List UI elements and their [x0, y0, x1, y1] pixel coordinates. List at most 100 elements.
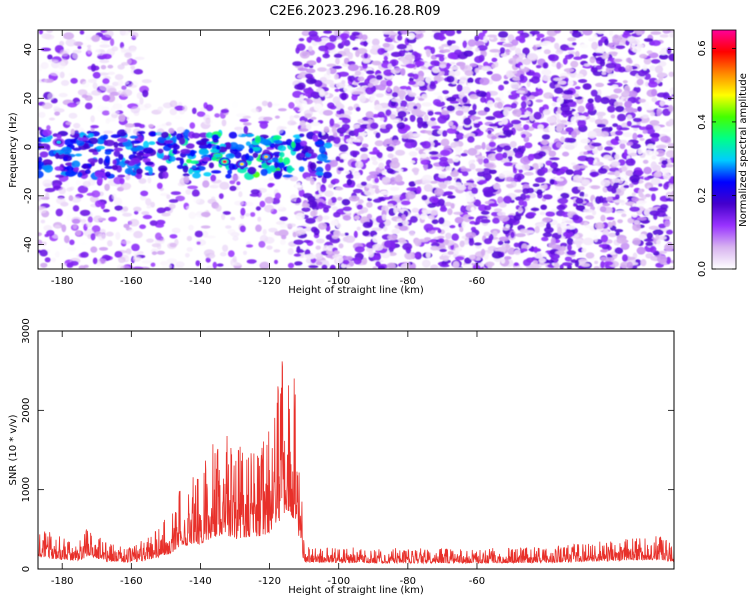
heatmap-cell: [402, 220, 409, 226]
heatmap-cell: [118, 153, 124, 161]
heatmap-cell: [356, 204, 363, 210]
heatmap-cell: [40, 137, 52, 143]
heatmap-cell: [329, 118, 335, 127]
heatmap-cell: [339, 128, 348, 132]
heatmap-cell: [621, 213, 627, 218]
heatmap-cell: [176, 126, 185, 133]
heatmap-cell: [662, 30, 671, 34]
heatmap-cell: [294, 261, 303, 266]
heatmap-cell: [650, 59, 661, 64]
heatmap-cell: [498, 84, 505, 91]
heatmap-cell: [277, 161, 285, 169]
heatmap-cell: [386, 146, 395, 152]
heatmap-cell: [157, 106, 164, 113]
heatmap-cell: [344, 39, 351, 47]
heatmap-cell: [513, 262, 519, 267]
heatmap-cell: [632, 117, 643, 123]
heatmap-cell: [134, 56, 145, 60]
heatmap-cell: [536, 33, 545, 38]
heatmap-cell: [268, 177, 274, 181]
heatmap-cell: [651, 155, 657, 160]
heatmap-cell: [328, 67, 337, 75]
heatmap-cell: [430, 264, 439, 269]
heatmap-cell: [273, 249, 281, 253]
heatmap-cell: [252, 152, 259, 159]
heatmap-cell: [471, 115, 477, 121]
heatmap-cell: [329, 236, 341, 244]
heatmap-cell: [196, 111, 206, 117]
heatmap-cell: [421, 259, 431, 268]
y-tick-label: 2000: [21, 398, 32, 423]
heatmap-cell: [97, 233, 106, 241]
heatmap-cell: [513, 242, 520, 248]
heatmap-cell: [303, 239, 311, 244]
heatmap-cell: [385, 109, 392, 116]
heatmap-cell: [274, 192, 281, 200]
heatmap-cell: [506, 218, 517, 224]
heatmap-cell: [341, 40, 346, 46]
heatmap-cell: [274, 231, 283, 236]
heatmap-cell: [650, 31, 662, 35]
heatmap-cell: [399, 85, 408, 90]
heatmap-cell: [577, 186, 585, 191]
heatmap-cell: [339, 233, 346, 237]
heatmap-cell: [77, 185, 89, 194]
heatmap-cell: [313, 37, 322, 43]
heatmap-cell: [333, 53, 343, 58]
heatmap-cell: [370, 95, 376, 102]
heatmap-cell: [71, 216, 82, 224]
heatmap-cell: [669, 33, 674, 38]
heatmap-cell: [651, 97, 658, 103]
colorbar-tick-label: 0.2: [697, 188, 708, 204]
heatmap-cell: [254, 135, 261, 144]
heatmap-cell: [467, 147, 478, 156]
heatmap-cell: [374, 187, 380, 194]
heatmap-cell: [200, 138, 210, 142]
heatmap-cell: [90, 246, 98, 253]
heatmap-cell: [54, 224, 61, 229]
heatmap-cell: [185, 253, 190, 258]
heatmap-cell: [503, 145, 512, 151]
heatmap-cell: [315, 245, 321, 250]
heatmap-cell: [649, 65, 656, 71]
heatmap-cell: [562, 151, 570, 157]
heatmap-cell: [556, 123, 566, 129]
heatmap-cell: [461, 104, 470, 113]
y-tick-label: -20: [23, 188, 34, 204]
heatmap-cell: [39, 151, 49, 158]
heatmap-cell: [583, 221, 589, 226]
x-tick-label: -100: [327, 276, 350, 287]
heatmap-cell: [611, 187, 617, 194]
heatmap-cell: [572, 214, 580, 221]
heatmap-cell: [525, 194, 531, 199]
heatmap-cell: [574, 112, 580, 121]
heatmap-cell: [571, 30, 582, 38]
heatmap-cell: [368, 251, 374, 258]
heatmap-cell: [65, 170, 76, 177]
heatmap-cell: [114, 251, 123, 258]
heatmap-cell: [166, 258, 177, 264]
heatmap-cell: [509, 141, 517, 148]
heatmap-cell: [439, 264, 450, 268]
heatmap-cell: [565, 225, 577, 230]
heatmap-cell: [48, 117, 56, 121]
heatmap-cell: [175, 157, 183, 161]
heatmap-cell: [307, 199, 318, 208]
heatmap-cell: [562, 94, 573, 100]
heatmap-cell: [326, 68, 331, 76]
heatmap-cell: [271, 103, 280, 107]
heatmap-cell: [115, 231, 121, 240]
heatmap-cell: [124, 52, 132, 58]
heatmap-cell: [400, 263, 409, 269]
heatmap-cell: [421, 102, 432, 107]
heatmap-cell: [397, 203, 403, 209]
heatmap-cell: [357, 127, 366, 132]
heatmap-cell: [548, 150, 557, 157]
heatmap-cell: [599, 59, 606, 67]
heatmap-cell: [447, 251, 454, 255]
heatmap-cell: [661, 160, 668, 165]
heatmap-cell: [398, 225, 409, 231]
heatmap-cell: [56, 197, 66, 205]
heatmap-cell: [387, 234, 398, 241]
heatmap-cell: [216, 263, 224, 267]
